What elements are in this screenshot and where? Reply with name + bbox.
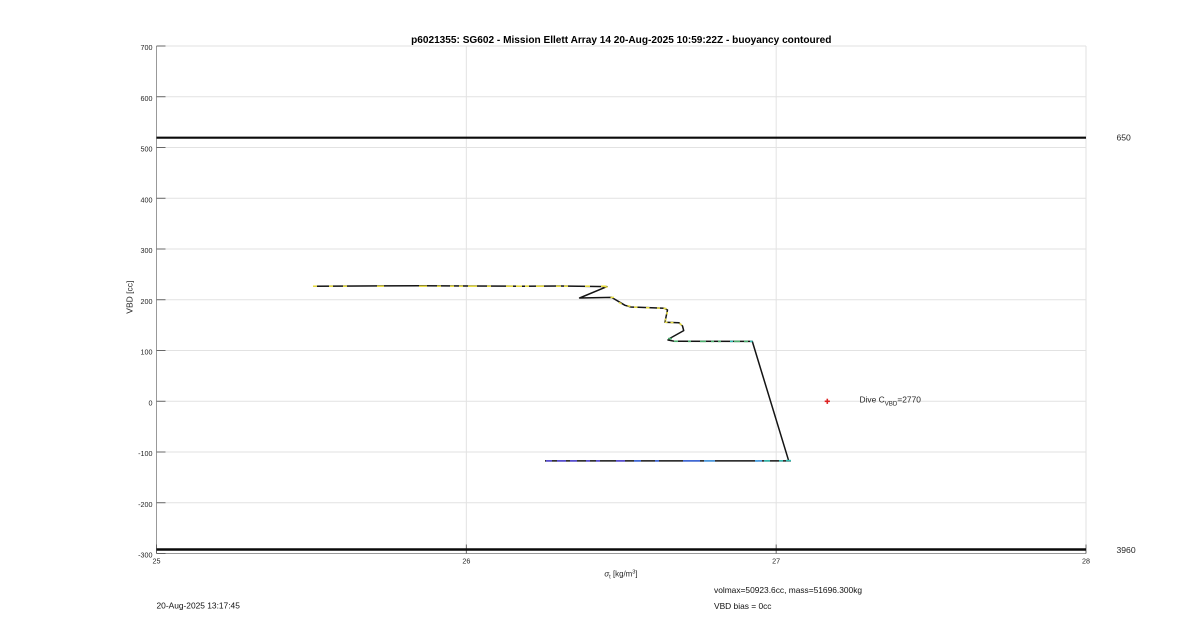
svg-text:27: 27	[772, 556, 780, 565]
svg-text:500: 500	[141, 145, 153, 154]
svg-text:26: 26	[462, 556, 470, 565]
svg-text:VBD [cc]: VBD [cc]	[125, 281, 135, 314]
svg-text:28: 28	[1082, 556, 1090, 565]
svg-text:0: 0	[149, 398, 153, 407]
svg-text:650: 650	[1117, 133, 1132, 143]
svg-text:3960: 3960	[1117, 545, 1136, 555]
svg-text:20-Aug-2025 13:17:45: 20-Aug-2025 13:17:45	[157, 600, 241, 610]
svg-text:700: 700	[141, 43, 153, 52]
svg-text:volmax=50923.6cc, mass=51696.3: volmax=50923.6cc, mass=51696.300kg	[714, 585, 862, 595]
svg-text:100: 100	[141, 348, 153, 357]
svg-text:p6021355: SG602 - Mission Elle: p6021355: SG602 - Mission Ellett Array 1…	[411, 35, 831, 46]
svg-text:-300: -300	[138, 551, 152, 560]
svg-text:-200: -200	[138, 500, 152, 509]
svg-text:-100: -100	[138, 449, 152, 458]
svg-text:25: 25	[153, 556, 161, 565]
svg-text:Dive CVBD=2770: Dive CVBD=2770	[860, 394, 922, 407]
svg-text:600: 600	[141, 94, 153, 103]
svg-text:σt [kg/m3]: σt [kg/m3]	[604, 569, 637, 580]
svg-text:VBD bias = 0cc: VBD bias = 0cc	[714, 601, 772, 611]
svg-text:400: 400	[141, 195, 153, 204]
svg-text:200: 200	[141, 297, 153, 306]
svg-text:300: 300	[141, 246, 153, 255]
